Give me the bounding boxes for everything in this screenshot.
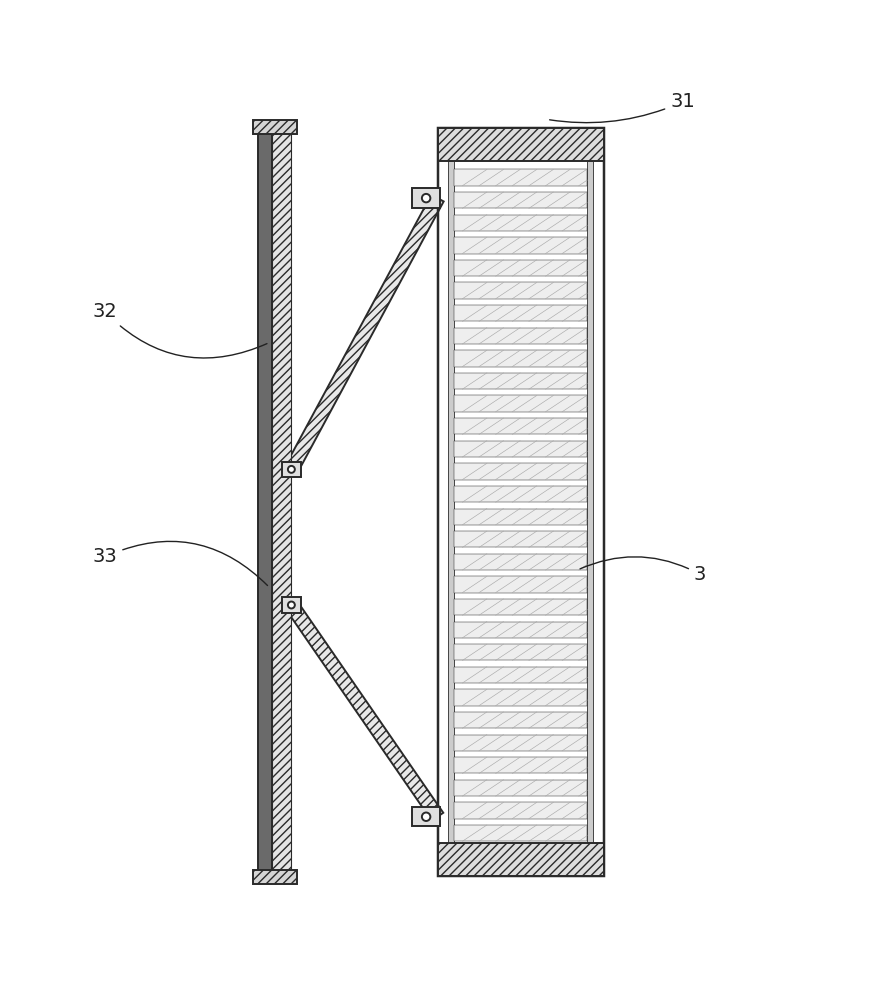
Bar	[454, 622, 587, 638]
Bar	[454, 350, 587, 367]
Bar	[454, 192, 587, 208]
Bar	[454, 373, 587, 389]
Bar	[454, 237, 587, 254]
Bar	[454, 576, 587, 593]
Bar	[454, 395, 587, 412]
Bar	[282, 462, 301, 477]
Bar	[454, 531, 587, 547]
Bar	[412, 188, 440, 208]
Bar	[454, 689, 587, 706]
Bar	[454, 305, 587, 321]
Bar	[438, 128, 604, 876]
Bar	[454, 509, 587, 525]
Text: 31: 31	[550, 92, 695, 123]
Circle shape	[422, 194, 430, 202]
Text: 3: 3	[580, 557, 706, 584]
Bar	[454, 780, 587, 796]
Bar	[454, 260, 587, 276]
Bar	[438, 843, 604, 876]
Circle shape	[288, 466, 295, 473]
Bar	[587, 161, 593, 843]
Bar	[454, 282, 587, 299]
Polygon shape	[285, 601, 444, 821]
Bar	[253, 870, 297, 884]
Bar	[454, 802, 587, 819]
Bar	[258, 132, 272, 872]
Bar	[454, 825, 587, 841]
Bar	[272, 132, 291, 872]
Bar	[454, 554, 587, 570]
Bar	[454, 169, 587, 186]
Circle shape	[288, 602, 295, 608]
Text: 33: 33	[93, 541, 268, 586]
Bar	[454, 599, 587, 615]
Bar	[454, 757, 587, 773]
Bar	[454, 328, 587, 344]
Bar	[438, 128, 604, 161]
Circle shape	[422, 813, 430, 821]
Polygon shape	[285, 195, 444, 473]
Bar	[253, 120, 297, 134]
Bar	[454, 215, 587, 231]
Bar	[454, 441, 587, 457]
Bar	[454, 667, 587, 683]
Bar	[412, 807, 440, 826]
Bar	[454, 735, 587, 751]
Bar	[454, 644, 587, 660]
Bar	[454, 418, 587, 434]
Bar	[454, 486, 587, 502]
Bar	[454, 712, 587, 728]
Text: 32: 32	[93, 302, 267, 358]
Bar	[454, 463, 587, 480]
Bar	[448, 161, 454, 843]
Bar	[282, 597, 301, 613]
